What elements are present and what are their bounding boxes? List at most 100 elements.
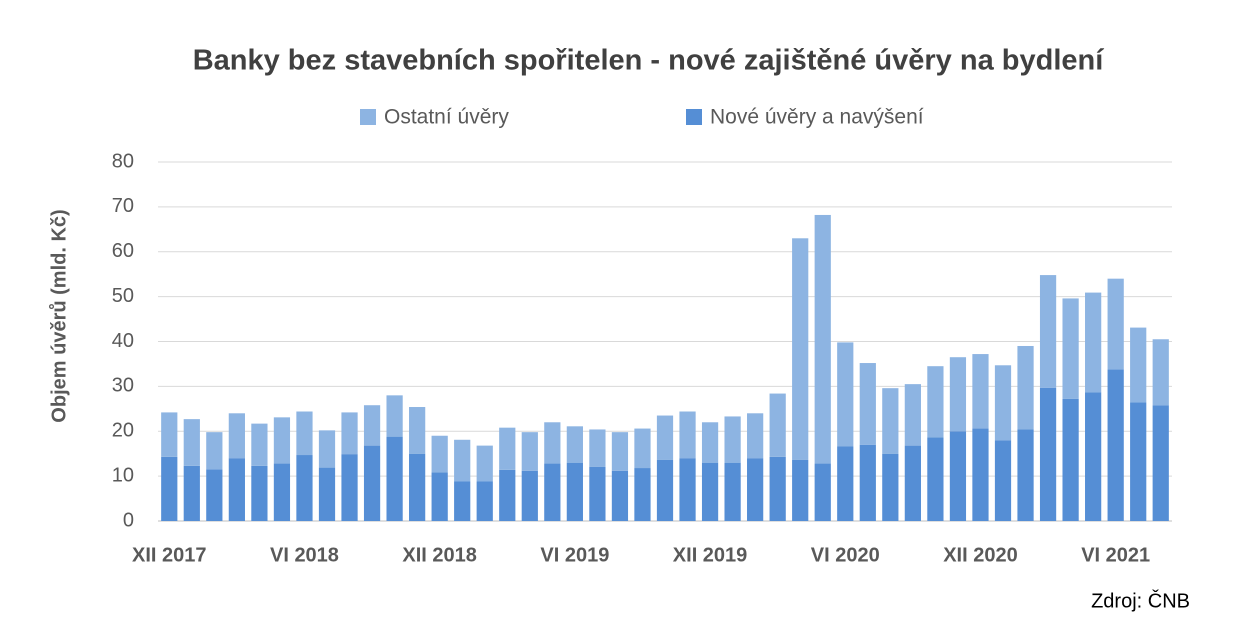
bar-segment (724, 416, 741, 463)
bar-segment (341, 454, 358, 521)
bar-segment (1017, 429, 1034, 521)
x-tick-label: VI 2020 (811, 544, 880, 566)
bar-segment (566, 462, 583, 521)
bar-segment (206, 469, 223, 521)
bar-segment (1062, 398, 1079, 521)
bar-segment (499, 427, 516, 470)
y-tick-label: 50 (112, 285, 134, 307)
bar-segment (972, 354, 989, 429)
legend-swatch (360, 109, 376, 125)
bar-segment (206, 432, 223, 470)
bar-segment (837, 342, 854, 447)
y-tick-label: 30 (112, 375, 134, 397)
x-tick-label: VI 2018 (270, 544, 339, 566)
bar-segment (814, 214, 831, 464)
y-tick-label: 40 (112, 330, 134, 352)
bar-segment (431, 472, 448, 521)
bar-segment (611, 470, 629, 521)
bar-segment (1130, 402, 1147, 521)
bar-segment (1039, 275, 1057, 388)
bar-segment (701, 422, 719, 463)
bar-segment (949, 357, 967, 432)
bar-segment (409, 407, 426, 454)
bar-segment (1062, 298, 1079, 399)
bar-segment (1152, 339, 1169, 406)
bar-segment (251, 423, 268, 466)
bar-segment (409, 453, 426, 521)
bar-segment (544, 422, 561, 464)
bar-segment (273, 417, 291, 464)
bar-segment (904, 384, 921, 446)
bar-segment (747, 458, 764, 521)
y-axis-label: Objem úvěrů (mld. Kč) (48, 209, 70, 422)
bar-segment (363, 445, 381, 521)
x-tick-label: VI 2021 (1081, 544, 1150, 566)
bar-segment (476, 445, 493, 482)
bar-segment (724, 462, 741, 521)
bar-segment (1130, 327, 1147, 403)
source: Zdroj: ČNB (1091, 589, 1190, 612)
bar-segment (521, 470, 538, 521)
bar-segment (161, 412, 178, 457)
bar-segment (476, 481, 493, 521)
bar-segment (949, 431, 967, 521)
bar-segment (1085, 292, 1102, 393)
bar-segment (183, 419, 200, 466)
bar-segment (363, 405, 381, 446)
bar-segment (228, 413, 245, 459)
bar-segment (634, 468, 651, 521)
bar-segment (1039, 387, 1057, 521)
bar-segment (521, 432, 538, 471)
y-tick-label: 80 (112, 150, 134, 172)
bar-segment (837, 446, 854, 521)
y-tick-label: 60 (112, 240, 134, 262)
bar-segment (1085, 392, 1102, 521)
bar-segment (341, 412, 358, 455)
bar-segment (994, 440, 1012, 521)
bar-segment (994, 365, 1012, 441)
x-tick-label: XII 2017 (132, 544, 207, 566)
bar-segment (679, 458, 696, 521)
bar-segment (273, 463, 291, 521)
bar-segment (386, 436, 403, 521)
x-tick-label: XII 2020 (943, 544, 1018, 566)
bar-segment (972, 428, 989, 521)
bar-segment (318, 467, 336, 521)
bar-segment (454, 481, 471, 521)
bar-segment (769, 456, 786, 521)
y-tick-label: 0 (123, 509, 134, 531)
legend-swatch (686, 109, 702, 125)
bar-segment (296, 455, 313, 521)
bar-segment (859, 363, 876, 445)
bar-segment (589, 466, 606, 521)
x-tick-label: XII 2018 (402, 544, 477, 566)
bar-segment (927, 366, 944, 438)
bar-segment (161, 456, 178, 521)
y-tick-label: 70 (112, 195, 134, 217)
bar-segment (656, 415, 674, 460)
bar-segment (251, 465, 268, 521)
bar-segment (589, 429, 606, 467)
bar-segment (499, 469, 516, 521)
chart-title: Banky bez stavebních spořitelen - nové z… (193, 45, 1105, 77)
legend-label: Nové úvěry a navýšení (710, 106, 924, 129)
bar-segment (927, 437, 944, 521)
bar-segment (859, 444, 876, 521)
bar-segment (296, 411, 313, 456)
bar-segment (566, 426, 583, 463)
bar-segment (882, 388, 899, 454)
y-tick-label: 20 (112, 420, 134, 442)
bar-segment (1017, 345, 1034, 430)
bar-segment (679, 411, 696, 459)
x-tick-label: XII 2019 (673, 544, 748, 566)
x-tick-label: VI 2019 (540, 544, 609, 566)
legend-label: Ostatní úvěry (384, 106, 509, 129)
bar-segment (904, 445, 921, 521)
bar-segment (747, 413, 764, 459)
bar-segment (183, 465, 200, 521)
bar-segment (792, 238, 809, 460)
bar-segment (656, 459, 674, 521)
bar-segment (318, 430, 336, 468)
bar-segment (1107, 369, 1124, 521)
bar-segment (634, 428, 651, 469)
